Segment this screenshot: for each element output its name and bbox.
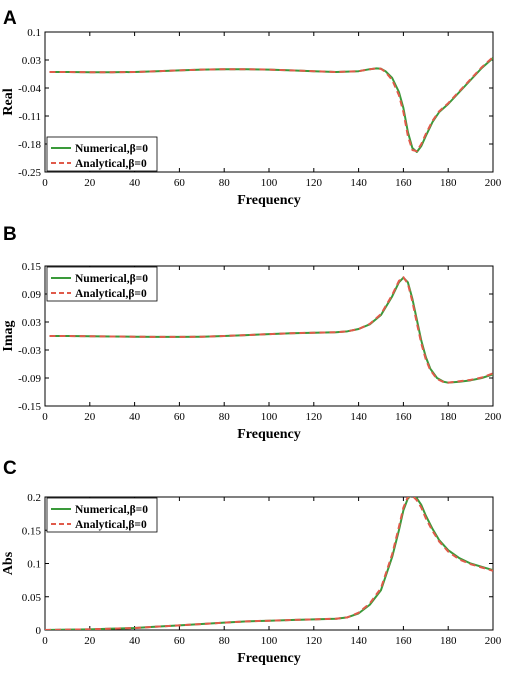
x-tick-label: 120: [306, 411, 323, 423]
y-axis-label: Real: [1, 88, 16, 115]
y-tick-label: -0.11: [18, 111, 41, 123]
x-tick-label: 60: [174, 411, 186, 423]
y-tick-label: -0.04: [18, 83, 41, 95]
x-axis-label: Frequency: [237, 651, 301, 666]
panel-letter: B: [3, 224, 17, 245]
x-tick-label: 180: [440, 411, 457, 423]
panel-letter: C: [3, 458, 17, 479]
series-line-analytical: [49, 56, 493, 153]
y-tick-label: -0.25: [18, 167, 41, 179]
panel-letter: A: [3, 8, 17, 29]
y-tick-label: -0.09: [18, 373, 41, 385]
legend-label: Numerical,β=0: [75, 504, 148, 516]
x-tick-label: 200: [485, 635, 502, 647]
x-tick-label: 40: [129, 411, 141, 423]
panel-a: A 0 20 40 60 80 100 120 140 160 180 200 -0.25 -0.18 -0…: [1, 8, 502, 208]
x-axis-label: Frequency: [237, 193, 301, 208]
x-tick-label: 80: [219, 177, 231, 189]
legend-box: [46, 266, 158, 302]
x-tick-label: 20: [84, 411, 96, 423]
x-tick-label: 80: [219, 411, 231, 423]
x-tick-label: 0: [42, 177, 48, 189]
x-tick-label: 140: [350, 177, 367, 189]
x-tick-label: 20: [84, 635, 96, 647]
x-tick-label: 200: [485, 177, 502, 189]
y-tick-label: -0.15: [18, 401, 41, 413]
x-axis-label: Frequency: [237, 427, 301, 442]
y-tick-label: 0.15: [22, 261, 42, 273]
x-tick-label: 120: [306, 177, 323, 189]
y-axis-label: Imag: [1, 320, 16, 351]
x-tick-label: 160: [395, 411, 412, 423]
x-tick-label: 0: [42, 411, 48, 423]
y-tick-label: 0.03: [22, 55, 42, 67]
y-tick-label: 0.1: [27, 559, 41, 571]
y-tick-label: -0.18: [18, 139, 41, 151]
x-tick-label: 100: [261, 411, 278, 423]
y-tick-label: 0.15: [22, 525, 42, 537]
legend-label: Numerical,β=0: [75, 273, 148, 285]
y-tick-label: 0.05: [22, 592, 42, 604]
x-tick-label: 160: [395, 177, 412, 189]
legend-label: Analytical,β=0: [75, 288, 147, 300]
x-tick-label: 160: [395, 635, 412, 647]
x-tick-label: 120: [306, 635, 323, 647]
legend: Numerical,β=0 Analytical,β=0: [46, 497, 158, 533]
y-tick-label: -0.03: [18, 345, 41, 357]
x-tick-label: 0: [42, 635, 48, 647]
y-tick-label: 0.2: [27, 492, 41, 504]
legend: Numerical,β=0 Analytical,β=0: [46, 266, 158, 302]
x-tick-label: 40: [129, 635, 141, 647]
panel-b: B 0 20 40 60 80 100 120 140 160 180 200 -0.15 -0.09 -0…: [1, 224, 502, 442]
x-tick-label: 200: [485, 411, 502, 423]
legend-label: Analytical,β=0: [75, 519, 147, 531]
x-tick-label: 100: [261, 177, 278, 189]
x-tick-label: 20: [84, 177, 96, 189]
x-tick-label: 180: [440, 177, 457, 189]
series-line-numerical: [45, 497, 493, 630]
y-tick-label: 0.03: [22, 317, 42, 329]
x-tick-label: 180: [440, 635, 457, 647]
legend-box: [46, 497, 158, 533]
y-tick-label: 0.1: [27, 27, 41, 39]
x-tick-label: 60: [174, 635, 186, 647]
x-tick-label: 100: [261, 635, 278, 647]
legend: Numerical,β=0 Analytical,β=0: [46, 136, 158, 172]
panel-c: C 0 20 40 60 80 100 120 140 160 180 200 0 0.05 0.1 0.15…: [1, 458, 502, 666]
y-tick-label: 0: [36, 625, 42, 637]
series-line-analytical: [49, 276, 493, 384]
x-tick-label: 40: [129, 177, 141, 189]
x-tick-label: 60: [174, 177, 186, 189]
legend-box: [46, 136, 158, 172]
x-tick-label: 140: [350, 635, 367, 647]
y-tick-label: 0.09: [22, 289, 42, 301]
x-tick-label: 140: [350, 411, 367, 423]
x-tick-label: 80: [219, 635, 231, 647]
legend-label: Analytical,β=0: [75, 158, 147, 170]
legend-label: Numerical,β=0: [75, 143, 148, 155]
y-axis-label: Abs: [1, 551, 16, 575]
